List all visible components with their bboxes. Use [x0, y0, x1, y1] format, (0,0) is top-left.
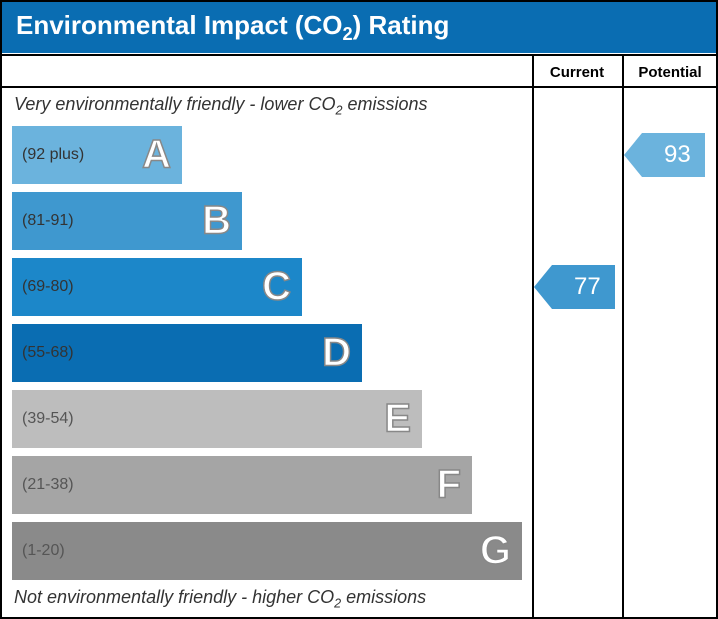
band-letter: A [142, 133, 172, 178]
header-row: Current Potential [2, 56, 716, 88]
potential-rating-value: 93 [664, 141, 691, 169]
band-letter: E [384, 397, 412, 442]
band-letter: D [322, 331, 352, 376]
title-post: ) Rating [353, 10, 450, 40]
band-range-label: (55-68) [12, 344, 74, 362]
title-sub: 2 [343, 24, 353, 44]
band-g: (1-20) G [12, 522, 716, 580]
bands-area: (92 plus) A (81-91) B (69-80) C (55-68) D (39-54… [12, 126, 716, 588]
band-range-label: (92 plus) [12, 146, 84, 164]
band-bar: (69-80) C [12, 258, 302, 316]
band-range-label: (39-54) [12, 410, 74, 428]
note-top: Very environmentally friendly - lower CO… [14, 94, 428, 118]
band-range-label: (69-80) [12, 278, 74, 296]
chart-title: Environmental Impact (CO2) Rating [2, 2, 716, 53]
band-letter: G [480, 529, 512, 574]
band-letter: F [437, 463, 462, 508]
band-a: (92 plus) A [12, 126, 716, 184]
band-f: (21-38) F [12, 456, 716, 514]
eir-chart: Environmental Impact (CO2) Rating Curren… [0, 0, 718, 619]
chart-body: Current Potential Very environmentally f… [2, 54, 716, 617]
band-bar: (55-68) D [12, 324, 362, 382]
band-range-label: (81-91) [12, 212, 74, 230]
note-bottom-post: emissions [341, 587, 426, 607]
current-rating-arrow: 77 [552, 265, 615, 309]
band-bar: (39-54) E [12, 390, 422, 448]
band-b: (81-91) B [12, 192, 716, 250]
band-range-label: (1-20) [12, 542, 65, 560]
header-potential: Potential [622, 56, 718, 88]
note-bottom-pre: Not environmentally friendly - higher CO [14, 587, 334, 607]
header-current: Current [532, 56, 622, 88]
band-range-label: (21-38) [12, 476, 74, 494]
band-bar: (21-38) F [12, 456, 472, 514]
band-e: (39-54) E [12, 390, 716, 448]
band-bar: (81-91) B [12, 192, 242, 250]
band-letter: C [262, 265, 292, 310]
title-pre: Environmental Impact (CO [16, 10, 343, 40]
band-letter: B [202, 199, 232, 244]
band-bar: (1-20) G [12, 522, 522, 580]
note-bottom: Not environmentally friendly - higher CO… [14, 587, 426, 611]
band-bar: (92 plus) A [12, 126, 182, 184]
note-top-pre: Very environmentally friendly - lower CO [14, 94, 335, 114]
band-d: (55-68) D [12, 324, 716, 382]
note-top-post: emissions [342, 94, 427, 114]
potential-rating-arrow: 93 [642, 133, 705, 177]
current-rating-value: 77 [574, 273, 601, 301]
